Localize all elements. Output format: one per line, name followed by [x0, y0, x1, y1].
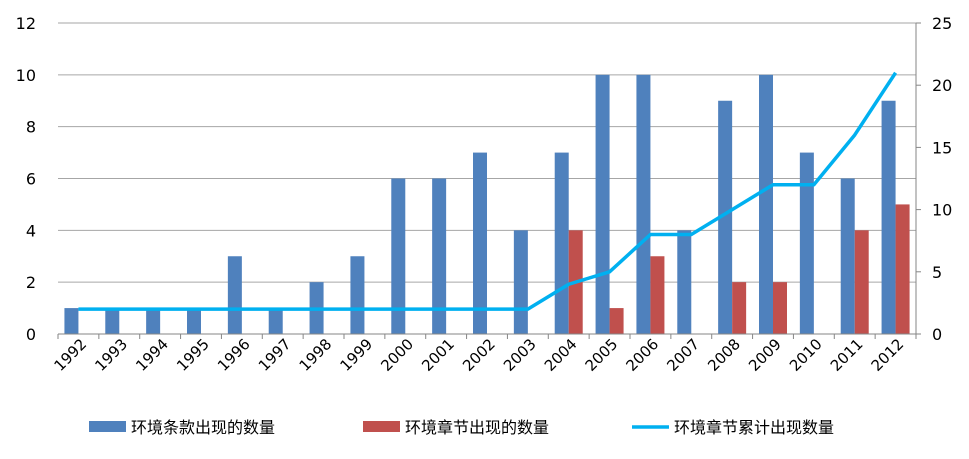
- y-left-tick-label: 12: [16, 14, 36, 33]
- y-left-tick-label: 8: [26, 118, 36, 137]
- bar-clauses-1999: [350, 256, 365, 334]
- legend-label: 环境章节出现的数量: [405, 418, 549, 437]
- y-right-tick-label: 25: [932, 14, 952, 33]
- y-left-tick-label: 2: [26, 273, 36, 292]
- x-tick-label: 1996: [214, 335, 254, 375]
- x-tick-label: 2000: [377, 335, 417, 375]
- x-tick-label: 1998: [296, 335, 336, 375]
- bar-clauses-2000: [391, 178, 406, 334]
- bar-clauses-2006: [636, 74, 651, 334]
- x-tick-label: 2004: [541, 335, 581, 375]
- bar-clauses-2009: [759, 74, 773, 334]
- bar-clauses-2004: [554, 152, 569, 334]
- bar-chapters-2012: [895, 204, 910, 334]
- y-right-tick-label: 20: [932, 76, 952, 95]
- y-left-tick-label: 6: [26, 170, 36, 189]
- x-tick-label: 2008: [704, 335, 744, 375]
- y-left-tick-label: 0: [26, 325, 36, 344]
- x-tick-label: 2012: [868, 335, 908, 375]
- legend-swatch: [89, 421, 126, 432]
- legend-label: 环境条款出现的数量: [131, 418, 275, 437]
- x-tick-label: 2002: [459, 335, 499, 375]
- bar-clauses-1997: [268, 308, 283, 334]
- y-right-tick-label: 5: [932, 263, 942, 282]
- x-tick-label: 1995: [173, 335, 213, 375]
- legend-swatch: [363, 421, 400, 432]
- legend: 环境条款出现的数量 环境章节出现的数量 环境章节累计出现数量: [89, 418, 834, 437]
- x-tick-label: 2005: [582, 335, 622, 375]
- bar-chapters-2008: [732, 282, 747, 334]
- y-left-tick-label: 10: [16, 66, 36, 85]
- y-axis-right-ticks: 0 5 10 15 20 25: [932, 14, 952, 344]
- bar-clauses-1996: [227, 256, 242, 334]
- y-axis-left-ticks: 0 2 4 6 8 10 12: [16, 14, 36, 344]
- axes: [57, 22, 921, 339]
- x-tick-label: 2001: [418, 335, 458, 375]
- line-series: [78, 71, 898, 311]
- x-tick-label: 1993: [91, 335, 131, 375]
- y-right-tick-label: 15: [932, 138, 952, 157]
- bar-clauses-1992: [64, 308, 79, 334]
- bar-clauses-2001: [432, 178, 447, 334]
- y-right-tick-label: 0: [932, 325, 942, 344]
- x-tick-label: 1992: [51, 335, 91, 375]
- bar-clauses-2002: [473, 152, 487, 334]
- x-axis-ticks: 1992 1993 1994 1995 1996 1997 1998 1999 2000 2001…: [51, 335, 908, 375]
- bar-chapters-2005: [609, 308, 624, 334]
- bar-series: [64, 74, 910, 334]
- bar-clauses-2007: [677, 230, 692, 334]
- bar-clauses-2011: [840, 178, 855, 334]
- x-tick-label: 1994: [132, 335, 172, 375]
- bar-clauses-2012: [881, 100, 896, 334]
- y-left-tick-label: 4: [26, 221, 36, 240]
- bar-clauses-2003: [513, 230, 528, 334]
- x-tick-label: 2003: [500, 335, 540, 375]
- legend-label: 环境章节累计出现数量: [674, 418, 834, 437]
- x-tick-label: 1999: [337, 335, 377, 375]
- x-tick-label: 2011: [827, 335, 867, 375]
- x-tick-label: 2007: [663, 335, 703, 375]
- x-tick-label: 1997: [255, 335, 295, 375]
- bar-clauses-1994: [146, 308, 161, 334]
- bar-clauses-2008: [718, 100, 733, 334]
- bar-clauses-2010: [799, 152, 814, 334]
- bar-chapters-2009: [773, 282, 787, 334]
- x-tick-label: 2009: [745, 335, 785, 375]
- y-right-tick-label: 10: [932, 201, 952, 220]
- bar-clauses-1993: [105, 308, 120, 334]
- bar-clauses-1995: [187, 308, 201, 334]
- x-tick-label: 2010: [786, 335, 826, 375]
- x-tick-label: 2006: [623, 335, 663, 375]
- bar-clauses-2005: [595, 74, 610, 334]
- bar-chapters-2006: [650, 256, 665, 334]
- line-cumulative-chapters: [78, 71, 898, 311]
- bar-chapters-2011: [854, 230, 869, 334]
